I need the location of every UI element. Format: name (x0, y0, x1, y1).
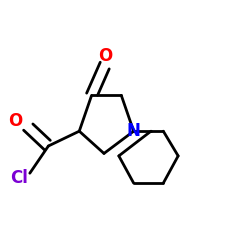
Text: O: O (8, 112, 22, 130)
Text: Cl: Cl (10, 169, 28, 187)
Text: O: O (98, 47, 112, 65)
Text: N: N (127, 122, 140, 140)
